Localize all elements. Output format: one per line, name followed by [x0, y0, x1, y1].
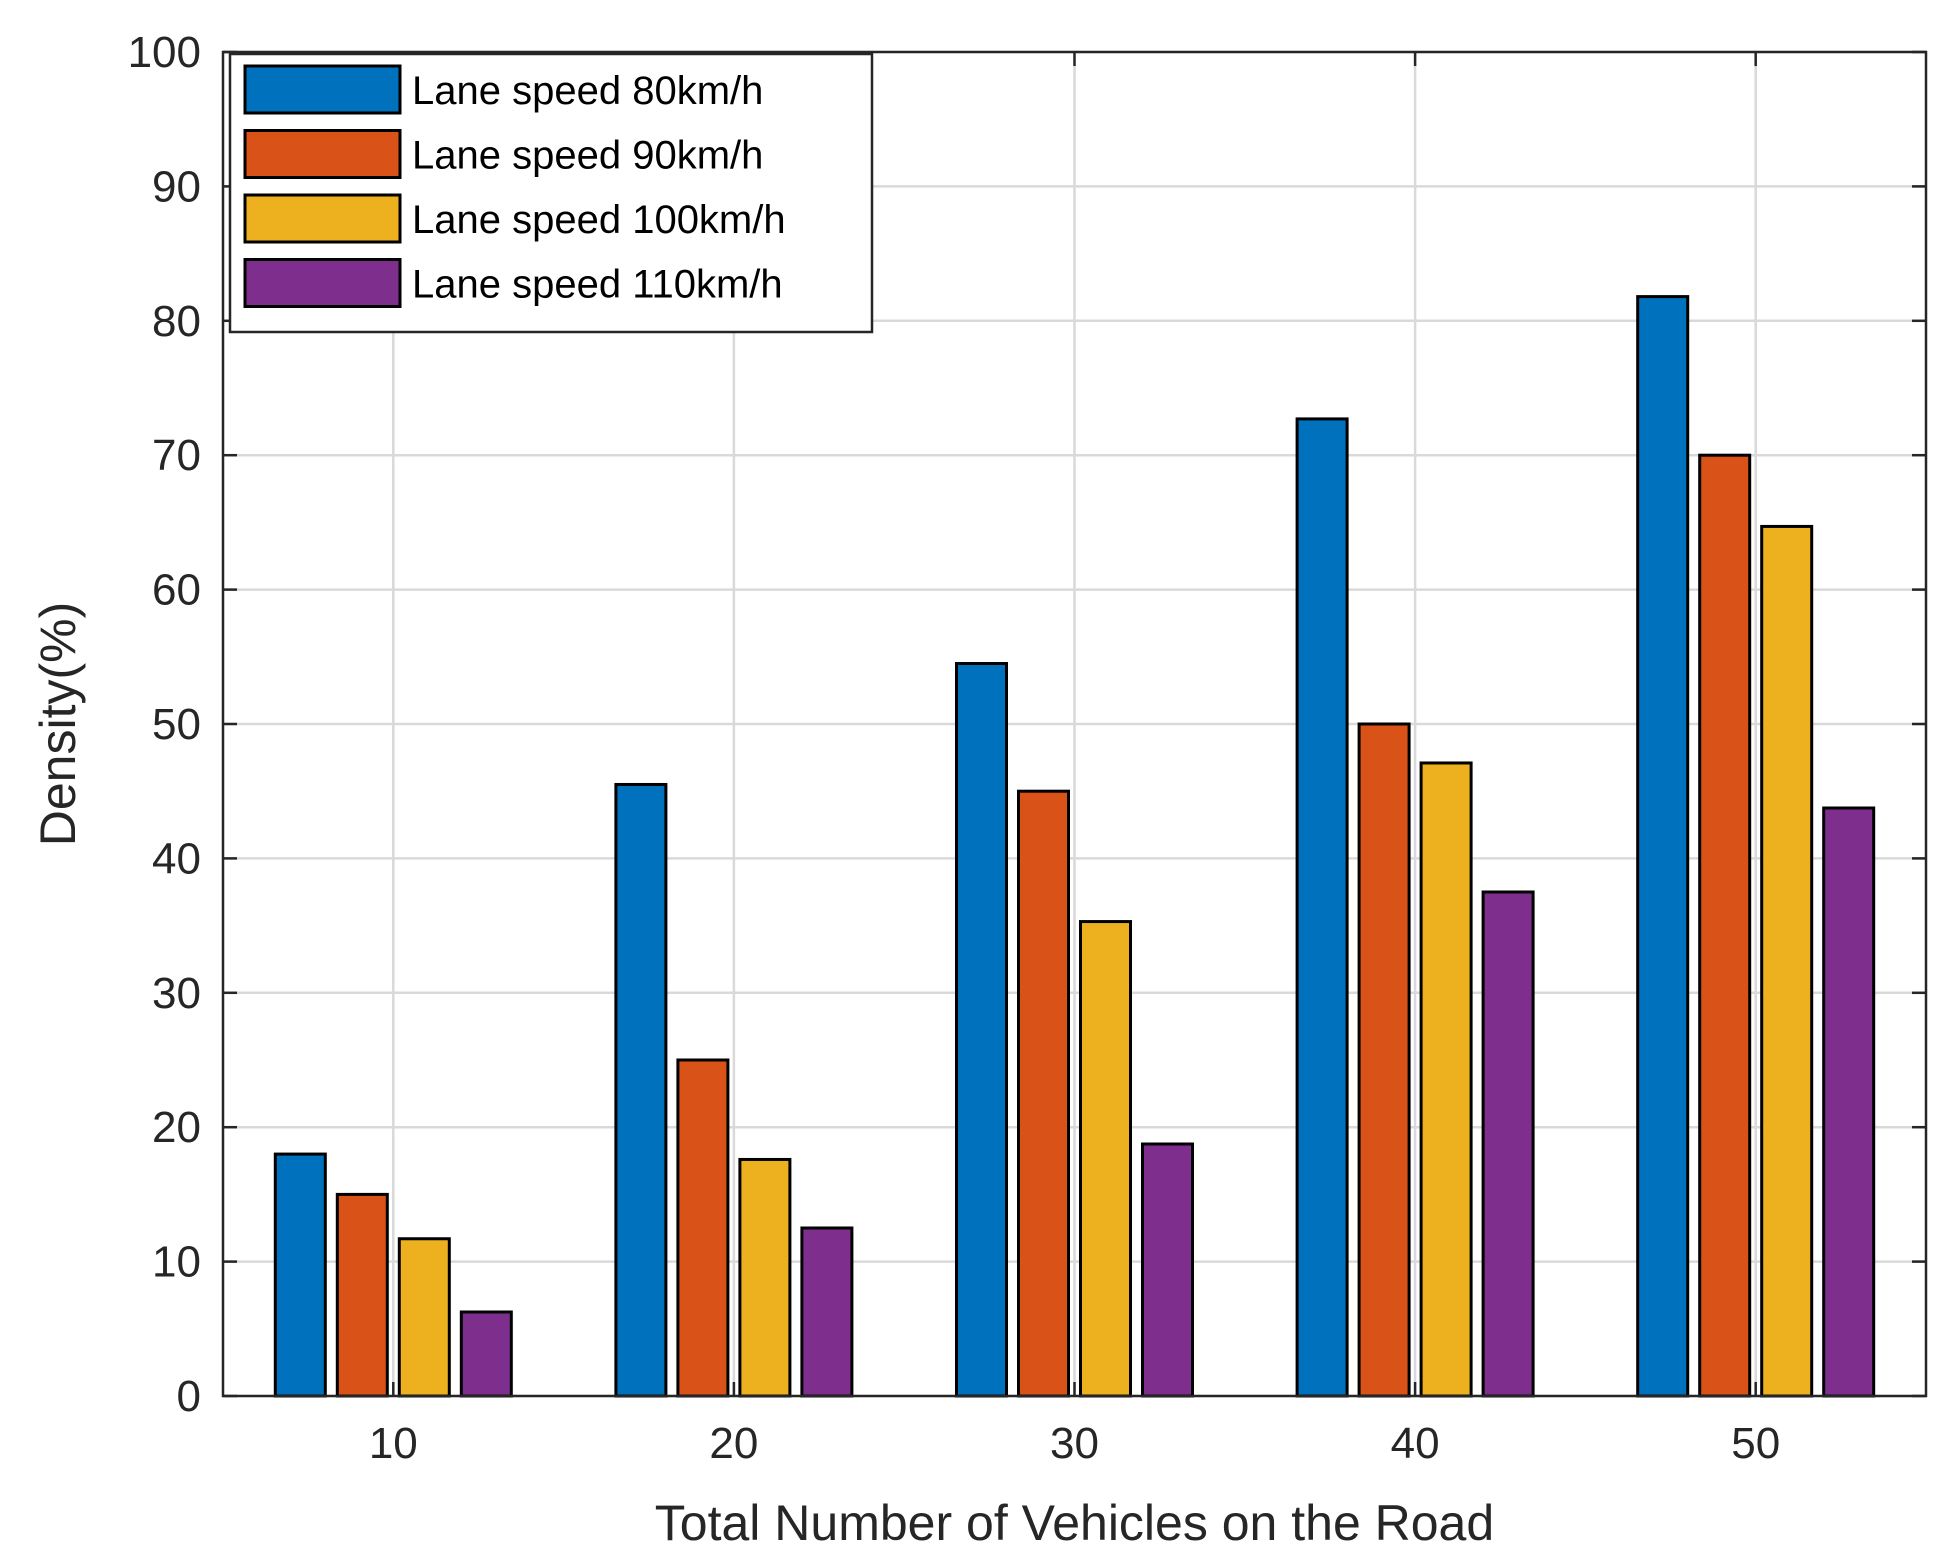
x-tick-label: 10 — [369, 1419, 418, 1468]
bar-lane-speed-110km-h-50 — [1822, 806, 1876, 1398]
y-tick-label: 80 — [152, 297, 201, 346]
bar-lane-speed-90km-h-10 — [335, 1192, 389, 1398]
y-tick-label: 70 — [152, 431, 201, 480]
y-tick-label: 40 — [152, 834, 201, 883]
bar-lane-speed-100km-h-30 — [1079, 920, 1132, 1398]
legend-swatch — [243, 193, 402, 244]
x-axis-title: Total Number of Vehicles on the Road — [655, 1495, 1494, 1551]
bar-lane-speed-100km-h-10 — [397, 1237, 451, 1398]
x-tick-label: 20 — [709, 1419, 758, 1468]
y-tick-label: 30 — [152, 969, 201, 1018]
bar-lane-speed-90km-h-40 — [1357, 722, 1411, 1398]
legend-label: Lane speed 100km/h — [412, 198, 786, 242]
bar-lane-speed-100km-h-40 — [1419, 761, 1473, 1398]
y-tick-label: 100 — [128, 28, 201, 77]
y-tick-label: 50 — [152, 700, 201, 749]
plot-frame — [221, 50, 1928, 1398]
bar-lane-speed-100km-h-50 — [1760, 524, 1814, 1398]
bar-lane-speed-110km-h-10 — [459, 1310, 513, 1398]
legend-swatch — [243, 129, 402, 179]
bar-lane-speed-80km-h-40 — [1295, 417, 1349, 1398]
y-tick-label: 10 — [152, 1238, 201, 1287]
bar-lane-speed-90km-h-20 — [676, 1058, 730, 1398]
legend-label: Lane speed 110km/h — [412, 263, 783, 307]
bars — [273, 295, 1876, 1398]
y-tick-label: 20 — [152, 1103, 201, 1152]
axes: 0 10 20 30 40 50 60 70 80 90 100 10 20 30 40 50 — [128, 28, 1928, 1468]
legend-label: Lane speed 90km/h — [412, 134, 763, 178]
bar-lane-speed-90km-h-30 — [1017, 789, 1070, 1398]
bar-lane-speed-90km-h-50 — [1698, 453, 1752, 1398]
y-tick-label: 90 — [152, 162, 201, 211]
x-tick-label: 50 — [1731, 1419, 1780, 1468]
bar-lane-speed-100km-h-20 — [738, 1157, 792, 1398]
bar-lane-speed-80km-h-30 — [955, 662, 1008, 1398]
bar-lane-speed-110km-h-40 — [1481, 890, 1535, 1398]
bar-lane-speed-80km-h-50 — [1636, 295, 1690, 1398]
bar-lane-speed-80km-h-20 — [614, 782, 668, 1398]
y-tick-label: 60 — [152, 566, 201, 615]
x-tick-label: 30 — [1050, 1419, 1099, 1468]
x-tick-label: 40 — [1391, 1419, 1440, 1468]
legend-swatch — [243, 64, 402, 115]
legend: Lane speed 80km/h Lane speed 90km/h Lane s… — [228, 52, 874, 334]
legend-swatch — [243, 258, 402, 308]
legend-label: Lane speed 80km/h — [412, 69, 763, 113]
bar-lane-speed-80km-h-10 — [273, 1152, 327, 1398]
bar-lane-speed-110km-h-30 — [1141, 1142, 1194, 1398]
y-axis-title: Density(%) — [30, 602, 86, 846]
bar-lane-speed-110km-h-20 — [800, 1226, 854, 1398]
y-tick-label: 0 — [177, 1372, 201, 1421]
